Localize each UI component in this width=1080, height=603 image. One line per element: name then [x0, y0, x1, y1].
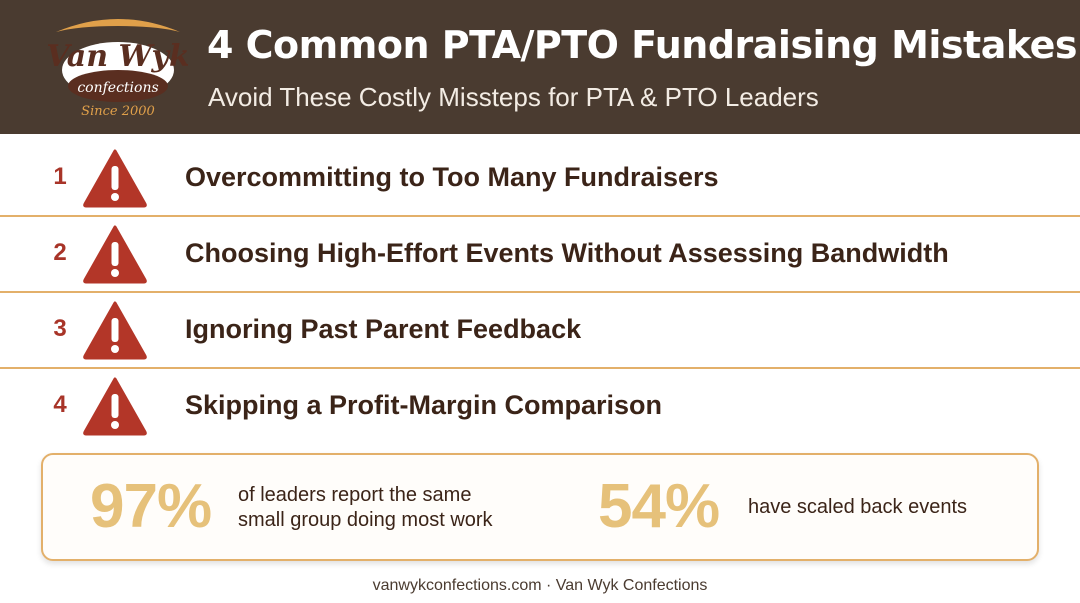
logo-tagline: Since 2000: [81, 104, 155, 119]
page-subtitle: Avoid These Costly Missteps for PTA & PT…: [208, 82, 819, 112]
divider: [0, 367, 1080, 369]
warning-icon: [83, 225, 147, 284]
list-item: 2 Choosing High-Effort Events Without As…: [0, 218, 1080, 292]
divider: [0, 291, 1080, 293]
stat-label-line1: of leaders report the same: [238, 484, 472, 506]
item-text: Overcommitting to Too Many Fundraisers: [185, 162, 719, 192]
stats-panel: 97% of leaders report the same small gro…: [41, 453, 1039, 561]
item-number: 1: [53, 163, 67, 190]
divider: [0, 215, 1080, 217]
item-text: Skipping a Profit-Margin Comparison: [185, 390, 663, 420]
logo-emblem: Van Wyk confections: [46, 19, 190, 102]
item-number: 4: [53, 391, 67, 418]
list-item: 1 Overcommitting to Too Many Fundraisers: [0, 142, 1080, 216]
stat-label-line2: small group doing most work: [238, 509, 493, 531]
item-text: Choosing High-Effort Events Without Asse…: [185, 238, 949, 268]
logo-sub-text: confections: [77, 80, 158, 96]
stat-label-line1: have scaled back events: [748, 496, 968, 518]
item-number: 3: [53, 315, 67, 342]
brand-logo[interactable]: Van Wyk confections Since 2000: [46, 12, 190, 124]
stat-value: 54%: [598, 472, 720, 541]
list-item: 4 Skipping a Profit-Margin Comparison: [0, 370, 1080, 444]
footer-credit[interactable]: vanwykconfections.com · Van Wyk Confecti…: [372, 577, 708, 594]
warning-icon: [83, 377, 147, 436]
list-item: 3 Ignoring Past Parent Feedback: [0, 294, 1080, 368]
stat-value: 97%: [90, 472, 212, 541]
item-number: 2: [53, 239, 67, 266]
page-title: 4 Common PTA/PTO Fundraising Mistakes: [207, 23, 1077, 67]
warning-icon: [83, 301, 147, 360]
header-banner: Van Wyk confections Since 2000 4 Common …: [0, 0, 1080, 134]
logo-brand-text: Van Wyk: [48, 39, 188, 74]
warning-icon: [83, 149, 147, 208]
item-text: Ignoring Past Parent Feedback: [185, 314, 582, 344]
